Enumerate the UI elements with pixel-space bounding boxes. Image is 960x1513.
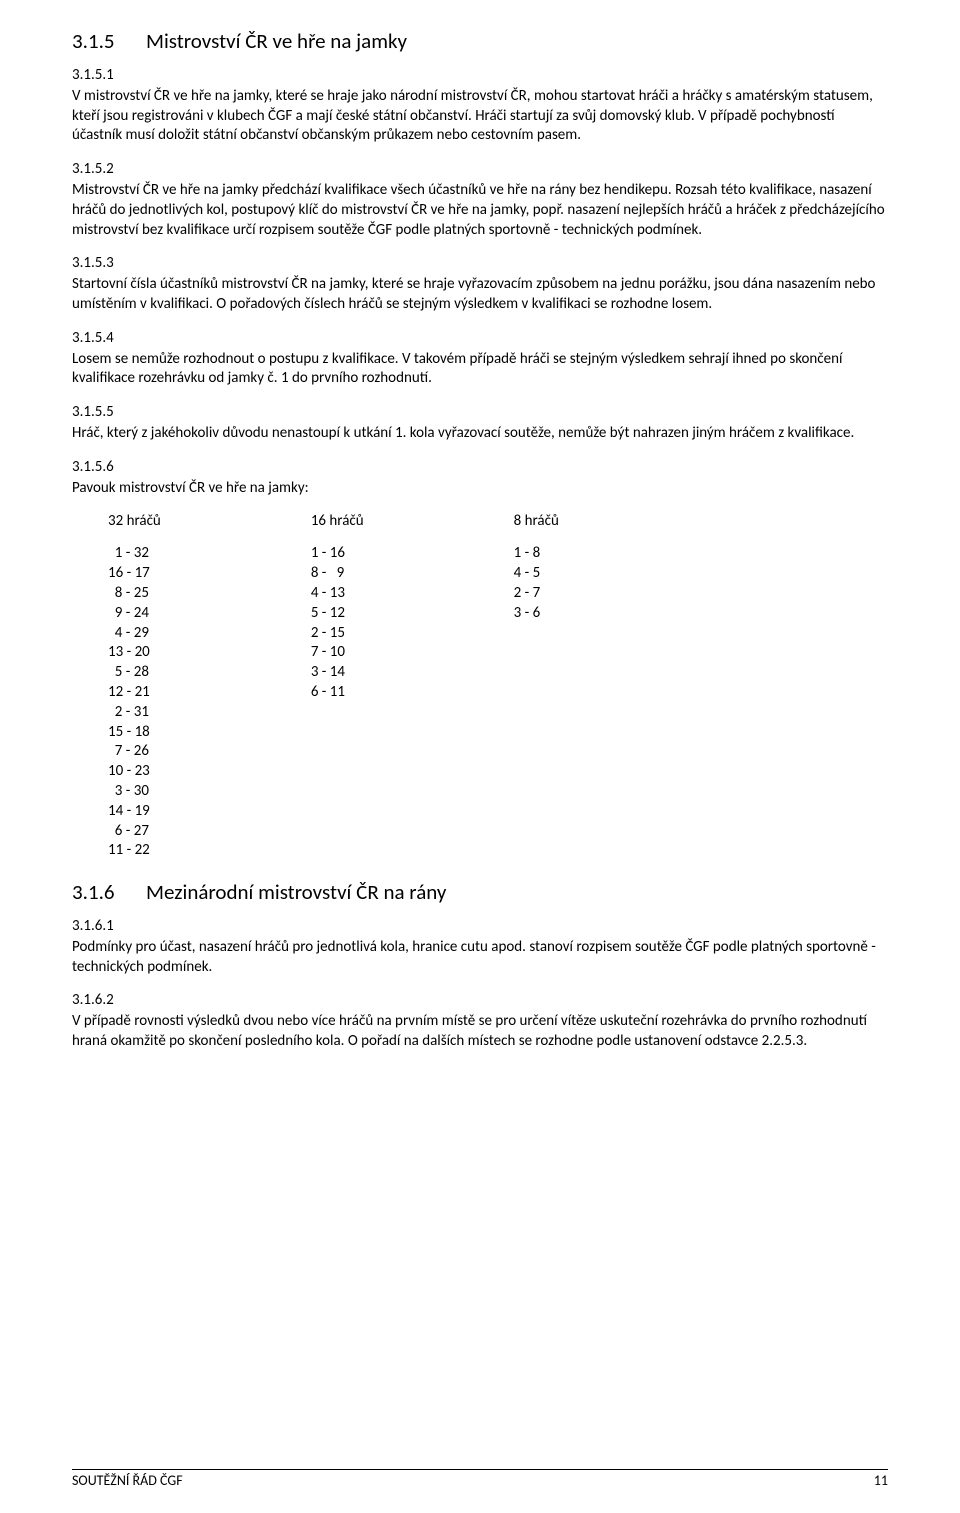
bracket-row: 1 - 16 — [311, 544, 364, 564]
paragraph-3161: 3.1.6.1 Podmínky pro účast, nasazení hrá… — [72, 917, 888, 977]
paragraph-3153: 3.1.5.3 Startovní čísla účastníků mistro… — [72, 254, 888, 314]
paragraph-text: Startovní čísla účastníků mistrovství ČR… — [72, 275, 875, 313]
paragraph-text: V mistrovství ČR ve hře na jamky, které … — [72, 87, 873, 145]
paragraph-text: Losem se nemůže rozhodnout o postupu z k… — [72, 350, 842, 388]
bracket-row: 2 - 31 — [108, 703, 161, 723]
footer-page-number: 11 — [874, 1472, 888, 1489]
paragraph-text: Mistrovství ČR ve hře na jamky předchází… — [72, 181, 885, 239]
bracket-row: 5 - 28 — [108, 663, 161, 683]
bracket-col-head: 8 hráčů — [514, 512, 559, 530]
bracket-row: 4 - 29 — [108, 624, 161, 644]
bracket-col-head: 16 hráčů — [311, 512, 364, 530]
paragraph-number: 3.1.5.5 — [72, 403, 888, 423]
bracket-row: 15 - 18 — [108, 723, 161, 743]
section-title: Mezinárodní mistrovství ČR na rány — [146, 879, 446, 905]
bracket-row: 3 - 14 — [311, 663, 364, 683]
paragraph-3152: 3.1.5.2 Mistrovství ČR ve hře na jamky p… — [72, 160, 888, 240]
bracket-row: 11 - 22 — [108, 841, 161, 861]
page-footer: SOUTĚŽNÍ ŘÁD ČGF 11 — [72, 1469, 888, 1489]
bracket-row: 9 - 24 — [108, 604, 161, 624]
paragraph-number: 3.1.6.1 — [72, 917, 888, 937]
footer-left: SOUTĚŽNÍ ŘÁD ČGF — [72, 1472, 183, 1489]
paragraph-3151: 3.1.5.1 V mistrovství ČR ve hře na jamky… — [72, 66, 888, 146]
paragraph-number: 3.1.5.3 — [72, 254, 888, 274]
bracket-row: 13 - 20 — [108, 643, 161, 663]
bracket-col-8: 8 hráčů 1 - 8 4 - 5 2 - 7 3 - 6 — [514, 512, 559, 861]
bracket-row: 4 - 5 — [514, 564, 559, 584]
bracket-col-head: 32 hráčů — [108, 512, 161, 530]
paragraph-3162: 3.1.6.2 V případě rovnosti výsledků dvou… — [72, 991, 888, 1051]
bracket-row: 3 - 6 — [514, 604, 559, 624]
bracket-row: 2 - 15 — [311, 624, 364, 644]
bracket-row: 16 - 17 — [108, 564, 161, 584]
bracket-row: 12 - 21 — [108, 683, 161, 703]
bracket-col-16: 16 hráčů 1 - 16 8 - 9 4 - 13 5 - 12 2 - … — [311, 512, 364, 861]
paragraph-number: 3.1.5.2 — [72, 160, 888, 180]
bracket-row: 3 - 30 — [108, 782, 161, 802]
paragraph-3154: 3.1.5.4 Losem se nemůže rozhodnout o pos… — [72, 329, 888, 389]
bracket-row: 6 - 27 — [108, 822, 161, 842]
bracket-row: 1 - 32 — [108, 544, 161, 564]
bracket-row: 7 - 26 — [108, 742, 161, 762]
paragraph-text: V případě rovnosti výsledků dvou nebo ví… — [72, 1012, 867, 1050]
bracket-row: 5 - 12 — [311, 604, 364, 624]
paragraph-number: 3.1.5.4 — [72, 329, 888, 349]
bracket-row: 14 - 19 — [108, 802, 161, 822]
bracket-col-32: 32 hráčů 1 - 32 16 - 17 8 - 25 9 - 24 4 … — [108, 512, 161, 861]
paragraph-text: Hráč, který z jakéhokoliv důvodu nenasto… — [72, 424, 854, 442]
bracket-table: 32 hráčů 1 - 32 16 - 17 8 - 25 9 - 24 4 … — [108, 512, 888, 861]
paragraph-number: 3.1.5.6 — [72, 458, 888, 478]
bracket-row: 4 - 13 — [311, 584, 364, 604]
bracket-row: 1 - 8 — [514, 544, 559, 564]
bracket-row: 6 - 11 — [311, 683, 364, 703]
paragraph-3155: 3.1.5.5 Hráč, který z jakéhokoliv důvodu… — [72, 403, 888, 444]
paragraph-text: Pavouk mistrovství ČR ve hře na jamky: — [72, 479, 309, 497]
document-page: 3.1.5 Mistrovství ČR ve hře na jamky 3.1… — [0, 0, 960, 1513]
paragraph-3156: 3.1.5.6 Pavouk mistrovství ČR ve hře na … — [72, 458, 888, 499]
section-number: 3.1.6 — [72, 879, 128, 905]
bracket-row: 10 - 23 — [108, 762, 161, 782]
bracket-row: 2 - 7 — [514, 584, 559, 604]
bracket-row: 7 - 10 — [311, 643, 364, 663]
paragraph-text: Podmínky pro účast, nasazení hráčů pro j… — [72, 938, 876, 976]
section-heading-315: 3.1.5 Mistrovství ČR ve hře na jamky — [72, 28, 888, 54]
bracket-row: 8 - 25 — [108, 584, 161, 604]
paragraph-number: 3.1.5.1 — [72, 66, 888, 86]
bracket-row: 8 - 9 — [311, 564, 364, 584]
section-number: 3.1.5 — [72, 28, 128, 54]
section-title: Mistrovství ČR ve hře na jamky — [146, 28, 407, 54]
section-heading-316: 3.1.6 Mezinárodní mistrovství ČR na rány — [72, 879, 888, 905]
paragraph-number: 3.1.6.2 — [72, 991, 888, 1011]
